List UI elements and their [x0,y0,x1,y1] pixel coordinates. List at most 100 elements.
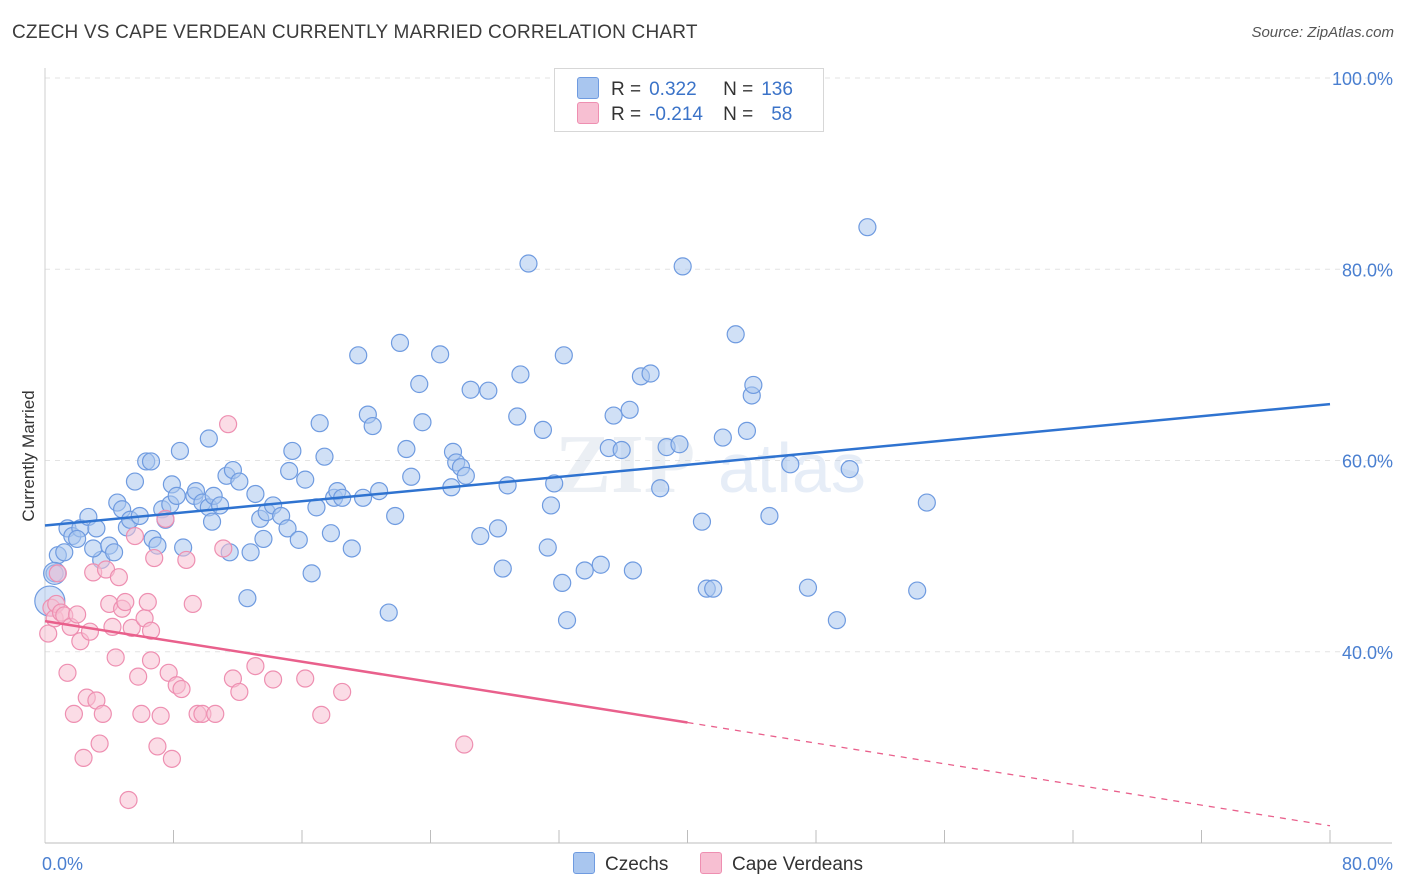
czech-point [202,512,222,531]
legend-n-value-czechs: 136 [761,79,793,100]
series-swatch-czechs [573,852,595,874]
legend-swatch-czechs [577,77,599,99]
czech-point [210,496,230,515]
cape-verdean-point [177,550,196,570]
cape-verdean-point [125,526,145,546]
czech-point [704,579,723,598]
czech-point [353,488,373,507]
cape-verdean-point [151,706,170,725]
czech-point [827,611,846,630]
grid-lines [45,77,1392,653]
czech-point [104,543,124,562]
czech-point [254,529,273,549]
cape-verdean-point [122,618,141,637]
series-legend: Czechs Cape Verdeans [0,852,1406,878]
czech-point [141,452,161,471]
czech-point [230,472,249,491]
tick-labels: 40.0% 60.0% 80.0% 100.0% 0.0% 80.0% Currently … [19,69,1393,874]
series-label-czechs: Czechs [605,854,669,875]
cape-verdean-point [455,735,474,754]
czech-point [488,519,508,538]
czech-point [713,428,732,447]
czech-point [591,555,610,574]
y-tick-label: 80.0% [1342,260,1393,280]
legend-swatch-cape-verdeans [577,102,599,124]
cape-verdean-point [74,748,93,767]
czech-point [390,333,410,352]
cape-verdean-point [145,548,164,568]
source-label: Source: ZipAtlas.com [1251,24,1394,41]
czech-point [471,526,490,546]
czech-point [737,421,757,440]
y-tick-label: 60.0% [1342,452,1393,472]
czech-points [34,218,936,630]
legend-n-value-cape-verdeans: 58 [771,104,793,125]
czech-point [241,543,260,562]
czech-point [296,470,315,489]
czech-point [397,439,416,459]
czech-point [692,512,712,531]
czech-point [493,559,512,578]
czech-point [858,218,877,237]
czech-point [554,346,573,365]
cape-verdean-point [64,704,84,724]
cape-verdean-point [172,679,191,699]
cape-verdean-point [214,539,233,558]
chart-title: CZECH VS CAPE VERDEAN CURRENTLY MARRIED … [12,22,698,43]
czech-point [283,441,302,461]
czech-point [456,466,475,485]
legend-row-czechs: R = 0.322 N = 136 [577,77,793,101]
czech-point [125,472,145,491]
czech-point [370,482,389,501]
czech-point [280,461,299,481]
legend-r-label: R = [611,104,642,125]
cape-verdean-point [183,594,202,614]
czech-point [538,538,557,557]
czech-point [246,484,265,504]
cape-verdean-point [141,651,161,670]
czech-point [278,519,297,538]
cape-verdean-point [219,415,238,434]
czech-point [68,529,87,549]
czech-point [760,506,779,526]
cape-verdean-point [48,564,67,583]
czech-point [498,476,517,495]
czech-point [908,581,927,600]
czech-point [623,561,642,580]
czech-point [651,479,670,498]
x-tick-label: 0.0% [42,854,83,874]
cape-verdean-point [162,749,181,768]
czech-point [511,365,530,384]
czech-point [917,493,936,512]
cape-verdean-point [333,682,352,702]
cape-verdean-point [39,624,58,643]
czech-point [673,257,692,276]
czech-point [84,539,103,558]
czech-point [238,589,257,608]
czech-point [575,561,594,580]
czech-point [545,474,564,493]
czech-point [302,564,321,583]
series-swatch-cape-verdeans [700,852,722,874]
czech-point [55,543,74,562]
czech-point [612,440,631,460]
czech-point [386,506,405,526]
czech-point [349,346,368,365]
czech-point [413,413,432,432]
x-tick-label: 80.0% [1342,854,1393,874]
legend-r-value-cape-verdeans: -0.214 [649,104,703,125]
czech-point [508,407,527,426]
czech-point [289,530,308,549]
czech-point [479,381,498,400]
czech-point [726,325,745,344]
series-label-cape-verdeans: Cape Verdeans [732,854,863,875]
svg-text:ZIP: ZIP [555,418,695,511]
cape-verdean-point [141,621,161,640]
czech-point [553,573,572,593]
czech-point [533,420,553,439]
cape-verdean-trend-line [44,619,688,724]
legend-n-label: N = [723,79,754,100]
czech-point [781,455,800,474]
y-tick-label: 100.0% [1332,69,1393,89]
